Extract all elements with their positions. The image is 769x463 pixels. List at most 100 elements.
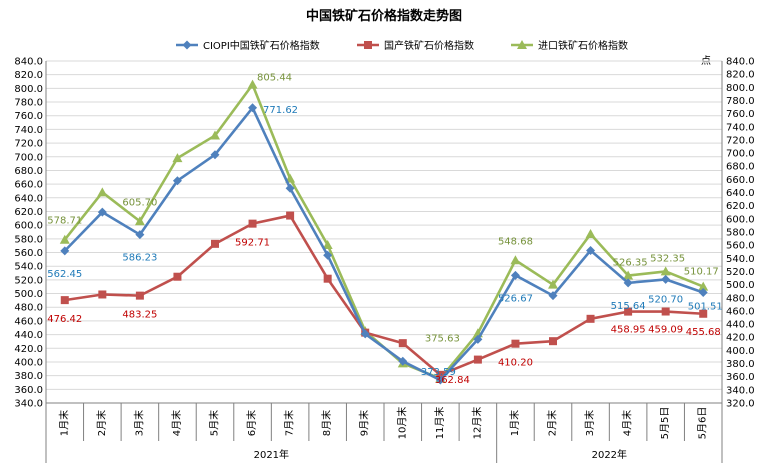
data-point [473, 334, 483, 344]
data-point [660, 266, 671, 276]
data-point [285, 183, 295, 193]
legend[interactable]: CIOPI中国铁矿石价格指数 国产铁矿石价格指数 进口铁矿石价格指数 [176, 39, 628, 52]
left-tick-label: 520.0 [14, 275, 43, 286]
data-label: 520.70 [648, 294, 683, 305]
data-point [134, 216, 145, 226]
data-point [322, 239, 333, 249]
data-label: 526.35 [613, 258, 648, 269]
left-tick-label: 660.0 [14, 180, 43, 191]
right-tick-label: 520.0 [726, 267, 755, 278]
left-tick-label: 800.0 [14, 84, 43, 95]
data-point [549, 337, 557, 346]
right-tick-label: 780.0 [726, 96, 755, 107]
left-tick-label: 400.0 [14, 357, 43, 368]
left-tick-label: 580.0 [14, 234, 43, 245]
data-point [586, 245, 596, 255]
left-tick-label: 500.0 [14, 289, 43, 300]
data-point [60, 296, 69, 305]
year-label: 2022年 [592, 448, 627, 461]
data-label: 510.17 [684, 267, 719, 278]
data-point [323, 250, 333, 260]
right-tick-label: 400.0 [726, 346, 755, 357]
data-point [135, 230, 145, 240]
gridlines [46, 60, 722, 404]
data-point [585, 229, 596, 239]
data-label: 526.67 [498, 293, 533, 304]
data-point [548, 279, 558, 289]
x-tick-label: 8月末 [320, 410, 333, 436]
data-point [286, 211, 295, 220]
x-tick-label: 5月5日 [659, 407, 671, 440]
left-tick-label: 740.0 [14, 125, 43, 136]
data-point [323, 274, 332, 283]
right-tick-label: 700.0 [726, 149, 755, 160]
x-tick-label: 4月末 [170, 410, 183, 436]
left-tick-label: 480.0 [14, 303, 43, 314]
x-tick-label: 2月末 [95, 410, 108, 436]
right-tick-label: 320.0 [726, 399, 755, 410]
data-point [360, 329, 370, 339]
data-point [436, 370, 445, 379]
data-point [97, 207, 107, 217]
data-labels: 562.45 586.23 771.62 373.59 526.67 515.64520.… [47, 73, 722, 386]
series-layer [59, 79, 709, 385]
x-tick-label: 5月6日 [697, 407, 709, 440]
data-label: 578.71 [47, 216, 82, 227]
x-tick-label: 3月末 [583, 410, 596, 436]
data-label: 605.70 [122, 197, 157, 208]
x-tick-label: 2月末 [546, 410, 559, 436]
data-label: 771.62 [263, 105, 298, 116]
x-tick-label: 11月末 [433, 407, 446, 440]
data-point [624, 307, 633, 316]
data-point [173, 272, 182, 281]
left-tick-label: 700.0 [14, 152, 43, 163]
left-tick-label: 380.0 [14, 371, 43, 382]
right-tick-label: 460.0 [726, 306, 755, 317]
legend-item[interactable]: CIOPI中国铁矿石价格指数 [176, 39, 320, 52]
right-tick-label: 740.0 [726, 122, 755, 133]
right-tick-label: 580.0 [726, 228, 755, 239]
data-point [98, 290, 107, 299]
right-tick-label: 380.0 [726, 359, 755, 370]
left-tick-label: 560.0 [14, 248, 43, 259]
right-tick-label: 360.0 [726, 372, 755, 383]
data-point [510, 255, 521, 265]
data-point [435, 375, 445, 385]
x-tick-label: 4月末 [621, 410, 634, 436]
data-point [247, 79, 258, 89]
right-tick-label: 480.0 [726, 293, 755, 304]
data-point [97, 187, 108, 197]
left-tick-label: 780.0 [14, 98, 43, 109]
data-label: 476.42 [47, 314, 82, 325]
data-label: 458.95 [611, 325, 646, 336]
data-point [210, 150, 220, 160]
data-point [511, 339, 520, 348]
data-label: 362.84 [435, 375, 470, 386]
data-point [623, 270, 634, 280]
data-label: 548.68 [498, 236, 533, 247]
right-tick-label: 680.0 [726, 162, 755, 173]
right-tick-label: 760.0 [726, 109, 755, 120]
right-tick-label: 440.0 [726, 320, 755, 331]
right-tick-label: 500.0 [726, 280, 755, 291]
right-tick-label: 600.0 [726, 214, 755, 225]
data-point [211, 239, 219, 248]
x-tick-label: 7月末 [283, 410, 296, 436]
data-point [661, 274, 671, 284]
chart-title: 中国铁矿石价格指数走势图 [306, 8, 462, 24]
left-tick-label: 360.0 [14, 385, 43, 396]
data-point [398, 339, 407, 348]
data-point [586, 314, 595, 323]
legend-item[interactable]: 国产铁矿石价格指数 [357, 39, 474, 52]
left-tick-label: 600.0 [14, 221, 43, 232]
data-point [510, 270, 520, 280]
right-tick-label: 800.0 [726, 83, 755, 94]
data-point [59, 234, 70, 244]
right-tick-label: 820.0 [726, 70, 755, 81]
legend-label: 国产铁矿石价格指数 [384, 39, 474, 52]
legend-label: CIOPI中国铁矿石价格指数 [203, 39, 320, 52]
legend-item[interactable]: 进口铁矿石价格指数 [511, 39, 628, 52]
left-tick-label: 420.0 [14, 344, 43, 355]
data-point [623, 278, 633, 288]
